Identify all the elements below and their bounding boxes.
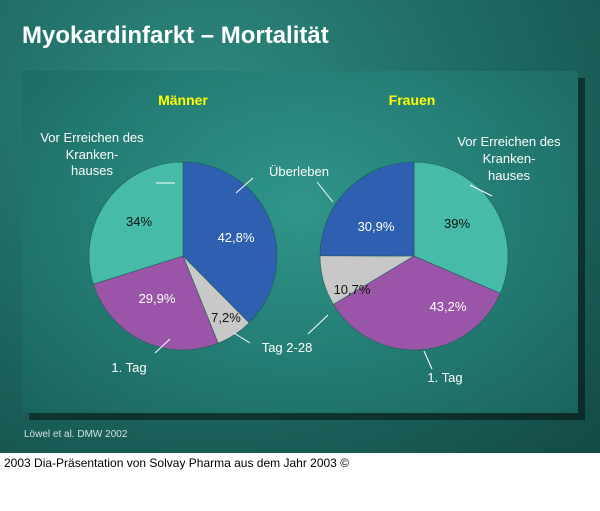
callout-tag-2-28: Tag 2-28 — [262, 340, 313, 355]
callout-vor-erreichen-frauen-line2: Kranken- — [483, 151, 536, 166]
source-note: Löwel et al. DMW 2002 — [24, 429, 128, 440]
callout-vor-erreichen-frauen-line3: hauses — [488, 168, 530, 183]
callout-vor-erreichen-maenner-line3: hauses — [71, 163, 113, 178]
pies-group — [88, 161, 509, 351]
leader-line-tag-2-28 — [233, 332, 251, 344]
pie-charts-svg: Männer Frauen Vor Erreichen des Kranken-… — [40, 92, 561, 385]
value-label-maenner-2: 29,9% — [139, 291, 176, 306]
pie-slice-frauen-3 — [319, 161, 415, 257]
pie-slice-maenner-2 — [92, 255, 219, 351]
callout-tag-1-maenner: 1. Tag — [111, 360, 146, 375]
slide-title: Myokardinfarkt – Mortalität — [22, 22, 329, 49]
value-label-maenner-1: 7,2% — [211, 310, 241, 325]
callout-ueberleben: Überleben — [269, 164, 329, 179]
value-label-frauen-3: 30,9% — [358, 219, 395, 234]
callout-vor-erreichen-maenner-line2: Kranken- — [66, 147, 119, 162]
pie-slice-frauen-0 — [413, 161, 509, 294]
leader-line-vor-erreichen-frauen — [469, 184, 493, 197]
leader-line-tag-1-maenner — [154, 338, 171, 354]
value-label-maenner-0: 42,8% — [218, 230, 255, 245]
value-label-frauen-1: 43,2% — [430, 299, 467, 314]
callout-vor-erreichen-frauen-line1: Vor Erreichen des — [457, 134, 561, 149]
leader-line-ueberleben-frauen — [316, 181, 334, 203]
footer-note: 2003 Dia-Präsentation von Solvay Pharma … — [4, 456, 350, 470]
pie-slice-maenner-0 — [182, 161, 278, 324]
value-label-frauen-0: 39% — [444, 216, 470, 231]
value-labels: 42,8% 7,2% 29,9% 34% 39% 43,2% 10,7% 30,9% — [126, 214, 470, 325]
pie-title-maenner: Männer — [158, 92, 208, 108]
leader-line-ueberleben-maenner — [235, 177, 254, 194]
leader-line-tag-2-28-frauen — [307, 314, 329, 335]
slide-background: Myokardinfarkt – Mortalität Männer Fraue… — [0, 0, 600, 453]
callout-vor-erreichen-maenner-line1: Vor Erreichen des — [40, 130, 144, 145]
value-label-frauen-2: 10,7% — [334, 282, 371, 297]
value-label-maenner-3: 34% — [126, 214, 152, 229]
callout-tag-1-frauen: 1. Tag — [427, 370, 462, 385]
leader-line-tag-1-frauen — [423, 350, 433, 370]
pie-slice-maenner-3 — [88, 161, 184, 285]
pie-title-frauen: Frauen — [389, 92, 436, 108]
leader-lines — [154, 177, 493, 370]
